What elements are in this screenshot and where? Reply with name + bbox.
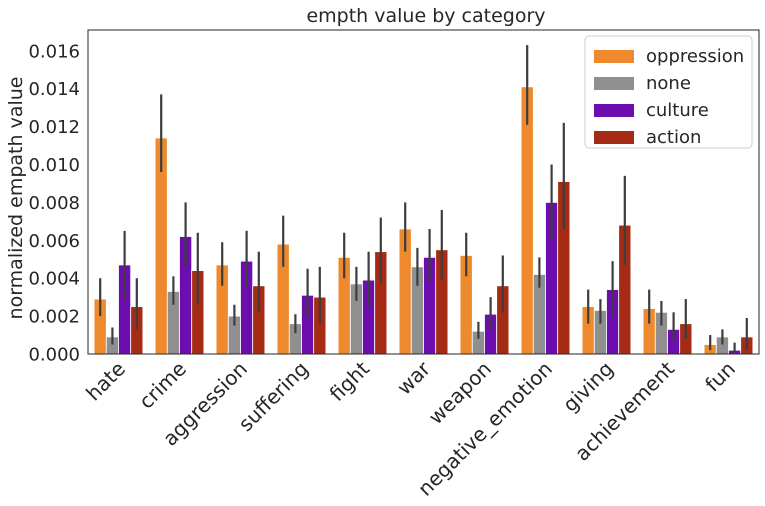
x-tick-label-fight: fight <box>325 356 374 405</box>
plot-frame <box>87 29 760 355</box>
y-tick-label: 0.010 <box>28 155 80 176</box>
legend-label-action: action <box>646 127 701 148</box>
legend-label-oppression: oppression <box>646 46 744 67</box>
y-tick-label: 0.016 <box>28 41 80 62</box>
legend-box <box>584 35 753 149</box>
y-axis: 0.000 0.002 0.004 0.006 0.008 0.010 0.012 0.014… <box>28 41 80 365</box>
x-tick-label-giving: giving <box>558 357 618 417</box>
legend-swatch-oppression <box>594 50 634 63</box>
y-tick-label: 0.004 <box>28 269 80 290</box>
y-tick-label: 0.012 <box>28 117 80 138</box>
bar-oppression-negative_emotion <box>520 86 534 355</box>
error-bars <box>99 45 748 354</box>
legend-swatch-culture <box>594 104 634 117</box>
y-axis-label: normalized empath value <box>5 77 27 320</box>
legend: oppression none culture action <box>584 35 753 149</box>
legend-swatch-action <box>594 131 634 144</box>
y-tick-label: 0.002 <box>28 307 80 328</box>
y-tick-label: 0.006 <box>28 231 80 252</box>
x-tick-label-war: war <box>392 356 436 400</box>
legend-swatch-none <box>594 77 634 90</box>
x-tick-label-crime: crime <box>134 357 191 414</box>
y-tick-label: 0.014 <box>28 79 80 100</box>
x-tick-label-fun: fun <box>700 357 740 397</box>
chart-title: empth value by category <box>306 5 545 27</box>
y-tick-label: 0.008 <box>28 193 80 214</box>
legend-label-none: none <box>646 73 691 94</box>
y-tick-label: 0.000 <box>28 345 80 366</box>
legend-label-culture: culture <box>646 100 709 121</box>
x-tick-label-hate: hate <box>81 357 130 406</box>
